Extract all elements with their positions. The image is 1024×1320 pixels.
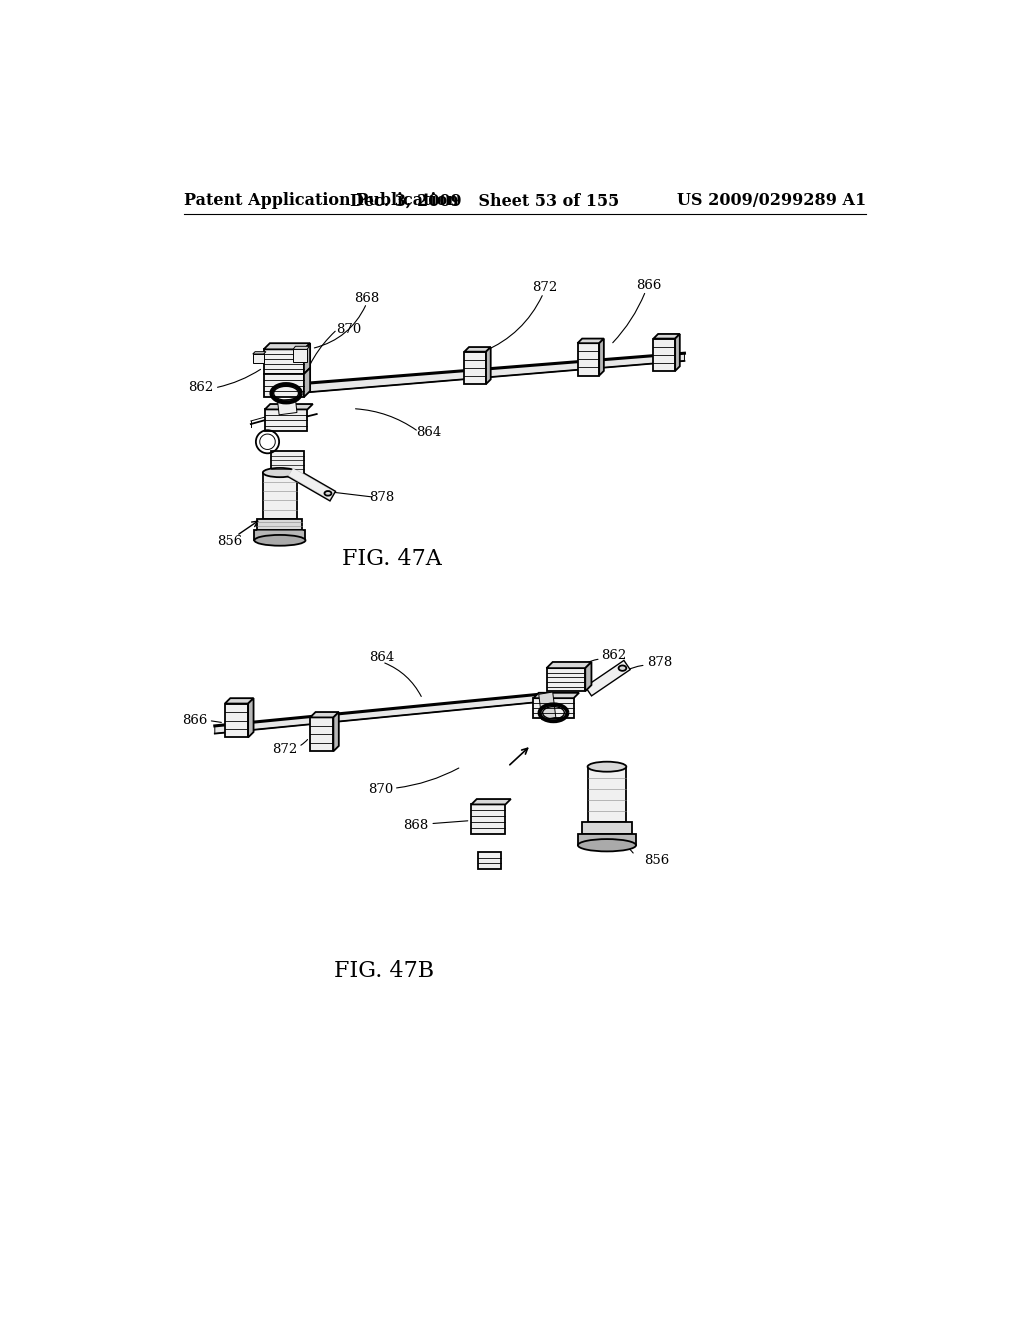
Polygon shape — [653, 334, 680, 339]
Text: 866: 866 — [636, 279, 662, 292]
Polygon shape — [547, 668, 586, 692]
Text: 856: 856 — [644, 854, 670, 867]
Polygon shape — [464, 347, 490, 351]
Polygon shape — [578, 834, 636, 845]
Polygon shape — [547, 663, 592, 668]
Text: 878: 878 — [647, 656, 673, 669]
Polygon shape — [263, 350, 304, 374]
Polygon shape — [225, 698, 254, 704]
Polygon shape — [271, 451, 304, 474]
Polygon shape — [310, 711, 339, 718]
Text: Dec. 3, 2009   Sheet 53 of 155: Dec. 3, 2009 Sheet 53 of 155 — [350, 193, 620, 210]
Polygon shape — [464, 351, 486, 384]
Polygon shape — [225, 704, 248, 738]
Polygon shape — [486, 347, 490, 384]
Text: 864: 864 — [416, 426, 441, 440]
Polygon shape — [599, 339, 604, 376]
Polygon shape — [334, 711, 339, 751]
Polygon shape — [293, 350, 307, 362]
Text: 866: 866 — [181, 714, 207, 727]
Polygon shape — [539, 692, 556, 719]
Ellipse shape — [263, 469, 297, 478]
Polygon shape — [578, 339, 604, 343]
Text: 872: 872 — [271, 743, 297, 756]
Polygon shape — [582, 822, 632, 834]
Polygon shape — [471, 804, 506, 834]
Polygon shape — [534, 693, 579, 698]
Polygon shape — [265, 409, 307, 430]
Text: FIG. 47B: FIG. 47B — [334, 960, 434, 982]
Polygon shape — [578, 343, 599, 376]
Polygon shape — [304, 368, 310, 397]
Polygon shape — [477, 853, 501, 869]
Ellipse shape — [588, 762, 627, 772]
Polygon shape — [534, 698, 573, 718]
Text: 856: 856 — [217, 535, 243, 548]
Polygon shape — [471, 799, 511, 804]
Polygon shape — [254, 529, 305, 540]
Text: 870: 870 — [368, 783, 393, 796]
Text: US 2009/0299289 A1: US 2009/0299289 A1 — [677, 193, 866, 210]
Polygon shape — [257, 519, 302, 529]
Polygon shape — [263, 374, 304, 397]
Ellipse shape — [618, 665, 627, 671]
Text: 862: 862 — [601, 649, 626, 663]
Ellipse shape — [325, 491, 332, 495]
Polygon shape — [310, 718, 334, 751]
Polygon shape — [293, 346, 309, 350]
Text: 868: 868 — [403, 818, 429, 832]
Polygon shape — [278, 399, 297, 414]
Text: 872: 872 — [532, 281, 558, 294]
Polygon shape — [215, 693, 547, 734]
Polygon shape — [253, 351, 266, 354]
Polygon shape — [253, 354, 263, 363]
Text: Patent Application Publication: Patent Application Publication — [183, 193, 459, 210]
Polygon shape — [265, 404, 313, 409]
Text: 878: 878 — [370, 491, 395, 504]
Polygon shape — [675, 334, 680, 371]
Text: 868: 868 — [354, 292, 379, 305]
Polygon shape — [304, 343, 310, 374]
Text: FIG. 47A: FIG. 47A — [342, 548, 441, 570]
Polygon shape — [263, 343, 310, 350]
Ellipse shape — [578, 840, 636, 851]
Polygon shape — [588, 767, 627, 822]
Polygon shape — [287, 354, 684, 395]
Polygon shape — [586, 663, 592, 692]
Text: 864: 864 — [370, 651, 395, 664]
Polygon shape — [653, 339, 675, 371]
Text: 870: 870 — [336, 323, 360, 335]
Text: 862: 862 — [188, 381, 213, 395]
Polygon shape — [248, 698, 254, 738]
Ellipse shape — [254, 535, 305, 545]
Polygon shape — [263, 473, 297, 519]
